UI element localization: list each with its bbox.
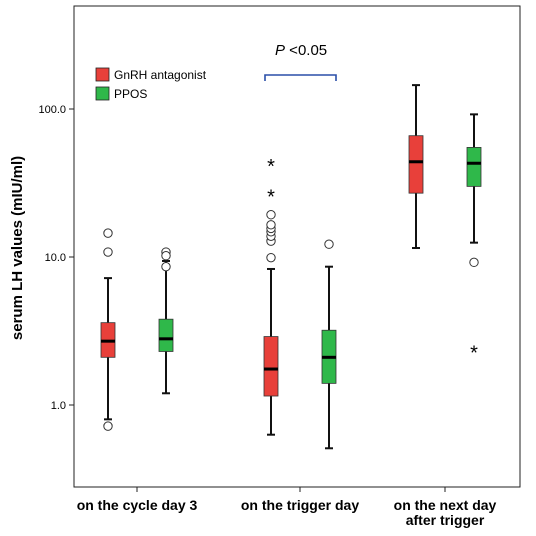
p-value-italic: P <box>275 42 285 59</box>
boxes-layer: *** <box>100 84 482 450</box>
box-ppos-0 <box>158 247 174 395</box>
iqr-box <box>158 318 174 352</box>
box-gnrh-0 <box>100 228 116 431</box>
x-category-label: after trigger <box>406 512 485 528</box>
x-category-label: on the trigger day <box>241 497 359 513</box>
outlier-point <box>324 239 334 249</box>
legend-label-ppos: PPOS <box>114 87 147 101</box>
outlier-point <box>469 257 479 268</box>
outlier-point <box>266 210 276 220</box>
y-tick-label: 100.0 <box>38 104 66 116</box>
box-ppos-2: * <box>466 113 482 364</box>
iqr-box <box>466 147 482 187</box>
iqr-box <box>263 336 279 397</box>
iqr-box <box>408 135 424 194</box>
box-gnrh-1: ** <box>263 156 279 436</box>
outlier-point <box>266 220 276 230</box>
extreme-outlier: * <box>470 342 478 364</box>
box-gnrh-2 <box>408 84 424 250</box>
outlier-point <box>103 247 113 257</box>
p-value-text: <0.05 <box>285 42 327 59</box>
x-category-label: on the cycle day 3 <box>77 497 198 513</box>
outlier-point <box>266 252 276 263</box>
significance-bracket <box>264 74 337 81</box>
legend: GnRH antagonist PPOS <box>95 67 207 101</box>
box-ppos-1 <box>321 239 337 450</box>
p-value-label: P <0.05 <box>275 42 327 59</box>
plot-frame <box>73 5 521 488</box>
extreme-outlier: * <box>267 156 275 178</box>
x-category-label: on the next day <box>394 497 497 513</box>
extreme-outlier: * <box>267 187 275 209</box>
outlier-point <box>161 261 171 272</box>
outlier-point <box>103 228 113 238</box>
legend-label-gnrh: GnRH antagonist <box>114 68 207 82</box>
legend-swatch-ppos <box>95 86 110 101</box>
y-tick-label: 1.0 <box>51 400 66 412</box>
y-axis-label: serum LH values (mIU/ml) <box>9 156 26 340</box>
outlier-point <box>161 251 171 261</box>
y-tick-label: 10.0 <box>45 252 66 264</box>
legend-swatch-gnrh <box>95 67 110 82</box>
outlier-point <box>103 421 113 431</box>
significance-annotation: P <0.05 <box>264 42 337 81</box>
